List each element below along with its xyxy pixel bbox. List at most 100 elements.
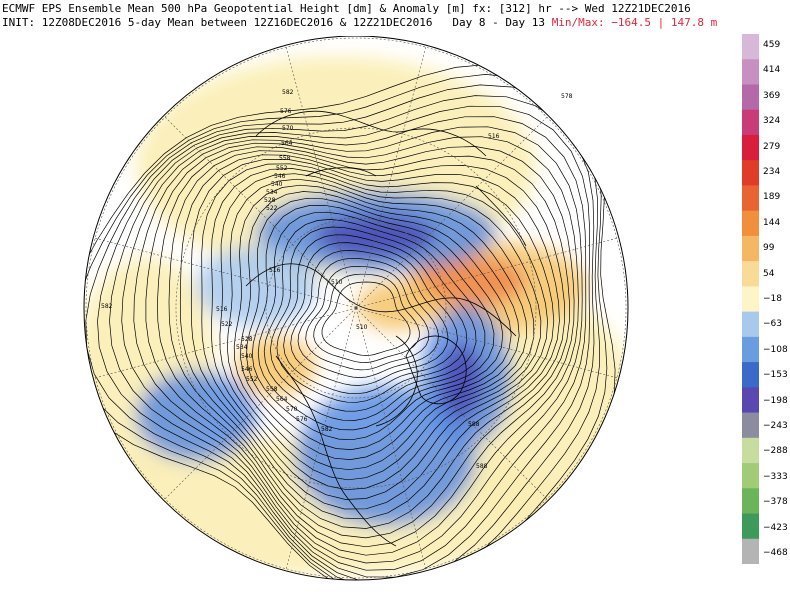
contour-line	[313, 273, 420, 363]
contour-line	[219, 173, 542, 491]
meridian-line	[143, 95, 357, 309]
color-scale-swatch	[742, 362, 759, 388]
contour-line	[233, 184, 528, 471]
contour-label: 552	[246, 376, 258, 383]
color-scale-label: −468	[763, 548, 788, 558]
contour-label: 522	[221, 321, 233, 328]
color-scale-label: −333	[763, 471, 788, 482]
color-scale-bar	[742, 34, 759, 564]
min-max-readout: Min/Max: −164.5 | 147.8 m	[551, 16, 718, 29]
contour-line	[251, 204, 504, 441]
color-scale-label: −423	[763, 522, 788, 533]
color-scale-swatch	[742, 412, 759, 439]
contour-line	[121, 116, 587, 571]
graticule	[84, 36, 628, 580]
contour-label: 558	[266, 386, 278, 393]
anomaly-region	[236, 336, 316, 396]
coastline	[275, 355, 397, 547]
coastline	[375, 335, 418, 427]
contour-label: 582	[101, 303, 113, 310]
contour-label: 516	[488, 133, 500, 140]
contour-line	[226, 178, 535, 481]
anomaly-region	[296, 386, 476, 526]
anomaly-region	[439, 343, 483, 419]
contour-line	[179, 154, 565, 529]
color-scale-swatch	[742, 84, 759, 111]
contour-label: 510	[356, 324, 368, 331]
contour-line	[270, 226, 477, 412]
color-scale-swatch	[742, 261, 759, 287]
color-scale-label: 144	[763, 217, 781, 228]
contour-label: 516	[216, 306, 228, 313]
contour-label: 540	[241, 353, 253, 360]
color-scale-label: −153	[763, 370, 788, 381]
contour-line	[97, 95, 595, 580]
color-scale-label: 279	[763, 141, 781, 152]
color-scale-swatch	[742, 488, 759, 515]
color-scale-swatch	[742, 437, 759, 464]
coastline	[405, 335, 467, 405]
chart-title: ECMWF EPS Ensemble Mean 500 hPa Geopoten…	[2, 2, 691, 15]
contour-label: 528	[264, 197, 276, 204]
contour-label: 582	[321, 426, 333, 433]
color-scale-swatch	[742, 34, 759, 60]
color-scale-swatch	[742, 336, 759, 363]
color-scale-label: −198	[763, 395, 788, 406]
contour-line	[190, 158, 560, 520]
contour-line	[109, 105, 591, 578]
color-scale-swatch	[742, 185, 759, 212]
contour-line	[168, 150, 570, 539]
contour-line	[211, 168, 548, 500]
contour-label: 588	[476, 463, 488, 470]
color-scale-label: 54	[763, 268, 775, 279]
chart-subtitle: INIT: 12Z08DEC2016 5-day Mean between 12…	[2, 16, 717, 29]
color-scale-label: 414	[763, 65, 781, 76]
meridian-line	[143, 307, 357, 521]
contour-line	[263, 219, 486, 421]
color-scale-swatch	[742, 286, 759, 313]
coastline	[245, 263, 517, 337]
contour-label: 534	[266, 189, 278, 196]
latitude-circle	[85, 37, 627, 579]
color-scale-swatch	[742, 210, 759, 237]
color-scale-label: −378	[763, 497, 788, 508]
contour-label: 522	[266, 205, 278, 212]
contour-label: 588	[468, 421, 480, 428]
contour-label: 564	[281, 140, 293, 147]
contour-line	[321, 281, 411, 356]
polar-stereographic-map: 5825765705645585525465405345285225165105…	[83, 36, 629, 581]
color-scale-label: −243	[763, 421, 788, 431]
color-scale-label: −108	[763, 344, 788, 355]
contour-line	[201, 163, 555, 510]
color-scale-label: −18	[763, 294, 782, 304]
color-scale-label: −63	[763, 319, 782, 330]
contour-line	[133, 126, 583, 564]
contour-label: 528	[241, 336, 253, 343]
color-scale-swatch	[742, 538, 759, 564]
anomaly-region	[136, 371, 256, 461]
color-scale-swatch	[742, 235, 759, 262]
color-scale-label: 99	[763, 243, 775, 254]
contour-line	[145, 136, 579, 556]
contour-label: 558	[279, 155, 291, 162]
meridian-line	[355, 307, 569, 521]
contour-line	[85, 84, 600, 580]
anomaly-region	[356, 281, 436, 331]
contour-label: 578	[561, 93, 573, 100]
contour-line	[240, 191, 520, 460]
color-scale-swatch	[742, 109, 759, 136]
contour-label: 564	[276, 396, 288, 403]
init-info: INIT: 12Z08DEC2016 5-day Mean between 12…	[2, 16, 546, 29]
contour-label: 576	[296, 416, 308, 423]
contour-label: 552	[276, 165, 288, 172]
contour-label: 576	[280, 108, 292, 115]
color-scale-swatch	[742, 387, 759, 414]
color-scale-label: 324	[763, 116, 781, 127]
coastline	[305, 167, 377, 177]
color-scale-swatch	[742, 160, 759, 186]
contour-label: 570	[286, 406, 298, 413]
contour-label: 546	[241, 366, 253, 373]
contour-labels: 5825765705645585525465405345285225165105…	[101, 89, 573, 470]
contour-label: 516	[269, 267, 281, 274]
contour-label: 582	[282, 89, 294, 96]
